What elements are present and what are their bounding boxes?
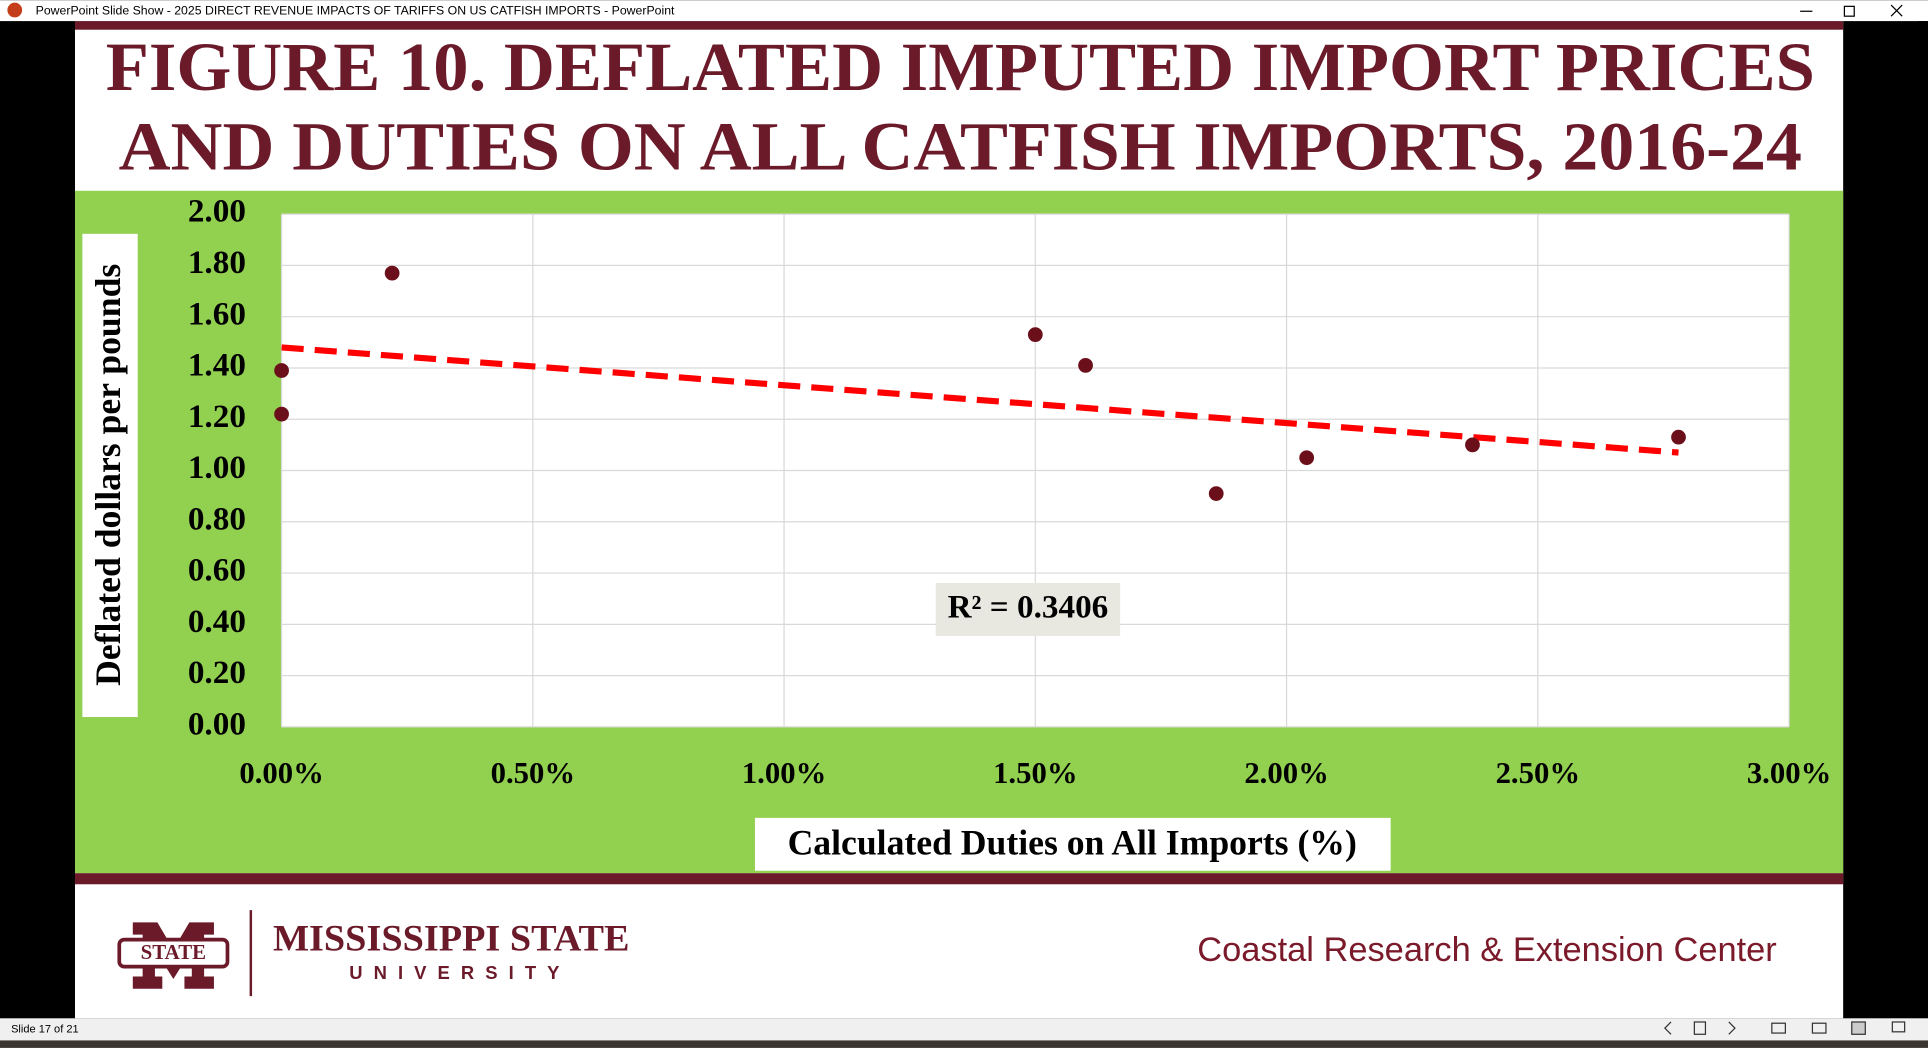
- slide-title: FIGURE 10. DEFLATED IMPUTED IMPORT PRICE…: [106, 29, 1815, 105]
- nav-arrows[interactable]: [1663, 1021, 1736, 1035]
- logo-badge: [117, 937, 230, 969]
- university-sub: UNIVERSITY: [349, 962, 570, 983]
- point: [274, 406, 289, 422]
- point: [1027, 327, 1043, 343]
- window-title: PowerPoint Slide Show - 2025 DIRECT REVE…: [36, 4, 675, 18]
- university-name: MISSISSIPPI STATE: [273, 918, 630, 959]
- point: [1465, 437, 1480, 453]
- app-icon: [7, 2, 23, 18]
- point: [384, 265, 400, 281]
- taskbar-edge: [0, 1040, 1928, 1048]
- reading-view[interactable]: [1851, 1021, 1866, 1035]
- y-tick-label: 1.80: [188, 244, 246, 281]
- point: [1299, 450, 1315, 466]
- point: [1078, 358, 1093, 373]
- point: [1208, 486, 1224, 501]
- x-tick-label: 1.00%: [742, 756, 826, 790]
- logo-badge-text: STATE: [141, 940, 206, 964]
- y-tick-label: 0.60: [188, 552, 246, 589]
- slide-counter: Slide 17 of 21: [11, 1023, 79, 1035]
- x-tick-label: 3.00%: [1747, 756, 1831, 790]
- sorter-view[interactable]: [1811, 1022, 1827, 1034]
- y-label-box: [82, 233, 138, 718]
- y-tick-label: 1.40: [188, 347, 246, 384]
- y-tick-label: 0.20: [188, 654, 246, 691]
- slideshow-view[interactable]: [1891, 1021, 1906, 1033]
- trendline: [281, 344, 1679, 456]
- slide-title: AND DUTIES ON ALL CATFISH IMPORTS, 2016-…: [119, 109, 1802, 185]
- edge: [1918, 21, 1928, 1019]
- top-stripe: [75, 21, 1844, 30]
- x-tick-label: 1.50%: [993, 756, 1077, 790]
- y-axis-label: Deflated dollars per pounds: [88, 264, 128, 686]
- point: [1671, 429, 1686, 445]
- x-tick-label: 2.50%: [1496, 756, 1580, 790]
- bottom-stripe: [75, 873, 1844, 885]
- x-tick-label: 0.00%: [239, 756, 323, 790]
- y-tick-label: 1.20: [188, 398, 246, 435]
- y-tick-label: 0.80: [188, 500, 246, 537]
- slide-menu[interactable]: [1693, 1021, 1707, 1035]
- r-squared: R² = 0.3406: [948, 589, 1109, 626]
- x-label-box: [754, 817, 1391, 871]
- x-tick-label: 2.00%: [1244, 756, 1328, 790]
- y-tick-label: 1.00: [188, 449, 246, 486]
- chart: 0.00 0.20 0.40 0.60 0.80 1.00 1.20 1.40 1.60 1.80…: [188, 193, 1831, 790]
- y-tick-label: 0.00: [188, 705, 246, 742]
- title-bar: [0, 0, 1928, 22]
- x-axis-label: Calculated Duties on All Imports (%): [788, 822, 1357, 862]
- y-tick-label: 2.00: [188, 193, 246, 230]
- annotation-box: [935, 583, 1121, 636]
- normal-view[interactable]: [1771, 1022, 1786, 1034]
- x-tick-label: 0.50%: [491, 756, 575, 790]
- center-name: Coastal Research & Extension Center: [1197, 931, 1776, 969]
- restore-button[interactable]: [1843, 5, 1855, 17]
- close-button[interactable]: [1890, 4, 1903, 17]
- y-tick-label: 1.60: [188, 295, 246, 332]
- y-tick-label: 0.40: [188, 603, 246, 640]
- point: [274, 363, 289, 378]
